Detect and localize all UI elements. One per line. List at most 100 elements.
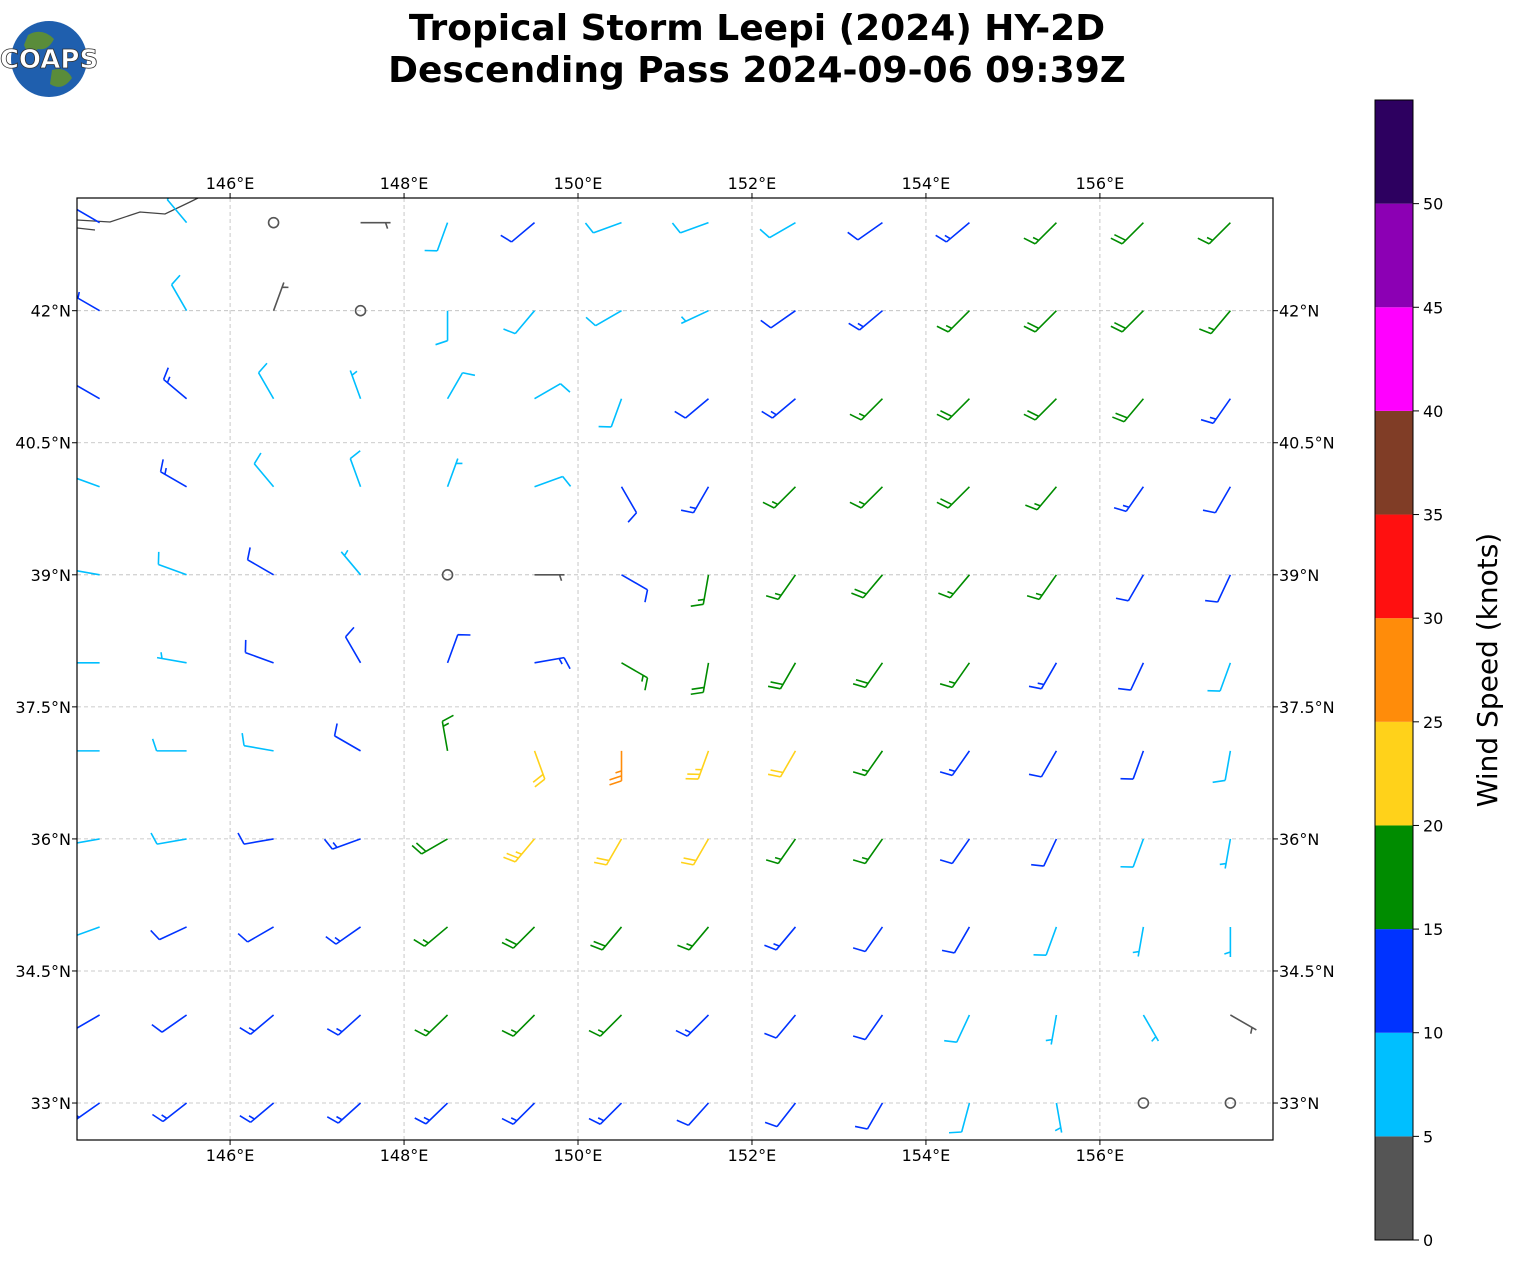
wind-barb bbox=[764, 1014, 797, 1039]
wind-barb bbox=[77, 838, 100, 844]
wind-barb bbox=[77, 570, 100, 576]
wind-barb bbox=[1026, 574, 1058, 601]
wind-barb bbox=[1045, 1014, 1058, 1045]
wind-barb bbox=[767, 750, 797, 778]
wind-barb bbox=[77, 750, 100, 752]
colorbar-tick-label: 25 bbox=[1423, 713, 1443, 732]
wind-barb bbox=[1199, 310, 1231, 335]
wind-barb bbox=[253, 452, 275, 488]
wind-barb bbox=[151, 738, 187, 752]
wind-barb bbox=[677, 926, 710, 951]
wind-barb bbox=[854, 1102, 884, 1130]
y-tick-label: 36°N bbox=[31, 830, 71, 849]
wind-barb bbox=[1142, 1014, 1160, 1042]
wind-barb bbox=[1219, 838, 1232, 869]
y-tick-label: 42°N bbox=[1279, 302, 1319, 321]
wind-barb bbox=[446, 371, 476, 400]
wind-barb bbox=[852, 750, 884, 777]
wind-barb bbox=[1207, 662, 1232, 692]
wind-barb bbox=[680, 309, 709, 325]
wind-barb bbox=[939, 750, 971, 777]
barb-layer bbox=[77, 198, 1257, 1134]
y-tick-label: 40.5°N bbox=[15, 434, 71, 453]
colorbar-frame bbox=[1374, 99, 1414, 1241]
wind-barb bbox=[325, 926, 362, 945]
colorbar-segment bbox=[1375, 1032, 1413, 1137]
wind-barb bbox=[323, 838, 361, 850]
wind-barb bbox=[413, 926, 449, 947]
wind-barb bbox=[344, 626, 362, 664]
wind-barb bbox=[1054, 1102, 1063, 1133]
wind-barb bbox=[1025, 486, 1058, 511]
wind-barb bbox=[852, 1014, 884, 1041]
wind-barb bbox=[690, 662, 710, 696]
y-tick-label: 34.5°N bbox=[15, 962, 71, 981]
wind-barb bbox=[948, 1102, 971, 1134]
wind-barb bbox=[765, 574, 797, 601]
colorbar-tick-label: 50 bbox=[1423, 195, 1443, 214]
wind-barb bbox=[237, 832, 274, 845]
wind-barb bbox=[257, 362, 275, 400]
wind-barb bbox=[239, 1014, 275, 1035]
wind-barb bbox=[1112, 398, 1145, 423]
wind-barb bbox=[936, 398, 970, 421]
x-tick-label: 154°E bbox=[902, 1146, 951, 1165]
wind-barb bbox=[534, 475, 572, 488]
wind-barb bbox=[1205, 574, 1232, 603]
wind-barb bbox=[532, 750, 546, 788]
colorbar-segment bbox=[1375, 1136, 1413, 1240]
colorbar-tick-label: 30 bbox=[1423, 609, 1443, 628]
wind-barb bbox=[585, 309, 622, 327]
colorbar-segment bbox=[1375, 721, 1413, 826]
wind-barb bbox=[1229, 1014, 1257, 1034]
wind-barb bbox=[340, 549, 362, 576]
wind-barb bbox=[1023, 222, 1057, 245]
wind-barb bbox=[1113, 486, 1145, 513]
colorbar-segment bbox=[1375, 410, 1413, 515]
wind-barb bbox=[534, 656, 571, 670]
wind-barb bbox=[1120, 750, 1145, 780]
wind-barb bbox=[534, 574, 565, 582]
colorbar-segment bbox=[1375, 929, 1413, 1033]
wind-barb bbox=[1028, 662, 1058, 690]
logo: COAPS bbox=[0, 21, 99, 97]
wind-barb bbox=[77, 291, 101, 312]
wind-barb bbox=[77, 208, 101, 224]
map-frame bbox=[76, 197, 1274, 1141]
wind-barb bbox=[765, 838, 797, 865]
y-tick-label: 37.5°N bbox=[1279, 698, 1335, 717]
wind-barb bbox=[939, 838, 971, 865]
y-tick-label: 39°N bbox=[1279, 566, 1319, 585]
wind-barb bbox=[936, 486, 970, 509]
wind-barb bbox=[151, 1102, 188, 1123]
wind-barb bbox=[1132, 926, 1145, 957]
wind-barb bbox=[77, 477, 100, 488]
coastline bbox=[77, 198, 199, 231]
wind-barb bbox=[936, 310, 970, 333]
wind-barb bbox=[150, 926, 187, 941]
wind-barb bbox=[941, 926, 971, 954]
wind-barb bbox=[849, 398, 884, 421]
wind-barb bbox=[847, 221, 883, 241]
wind-barb bbox=[761, 398, 796, 419]
wind-barb bbox=[848, 310, 883, 331]
wind-barb bbox=[1023, 398, 1057, 421]
calm-circle bbox=[1224, 1097, 1237, 1109]
wind-barb bbox=[1115, 574, 1145, 602]
colorbar-tick-label: 20 bbox=[1423, 816, 1443, 835]
wind-barb bbox=[685, 750, 710, 780]
wind-barb bbox=[156, 652, 187, 664]
wind-barb bbox=[588, 1014, 623, 1037]
colorbar-segment bbox=[1375, 825, 1413, 930]
wind-barb bbox=[609, 750, 623, 786]
wind-barb bbox=[435, 310, 449, 346]
x-tick-label: 148°E bbox=[380, 1146, 429, 1165]
y-tick-label: 34.5°N bbox=[1279, 962, 1335, 981]
wind-barb bbox=[239, 1102, 275, 1123]
wind-barb bbox=[938, 574, 971, 599]
wind-barb bbox=[77, 662, 100, 664]
wind-barb bbox=[944, 1014, 971, 1043]
wind-barb bbox=[1212, 750, 1232, 784]
x-tick-label: 154°E bbox=[902, 174, 951, 193]
